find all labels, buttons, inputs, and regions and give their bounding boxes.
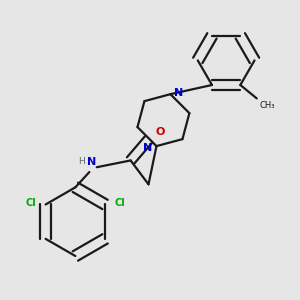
Text: Cl: Cl (26, 198, 37, 208)
Text: Cl: Cl (114, 198, 125, 208)
Text: N: N (143, 142, 152, 153)
Text: O: O (155, 127, 164, 136)
Text: H: H (78, 157, 85, 166)
Text: N: N (87, 157, 96, 167)
Text: CH₃: CH₃ (259, 101, 274, 110)
Text: N: N (174, 88, 183, 98)
